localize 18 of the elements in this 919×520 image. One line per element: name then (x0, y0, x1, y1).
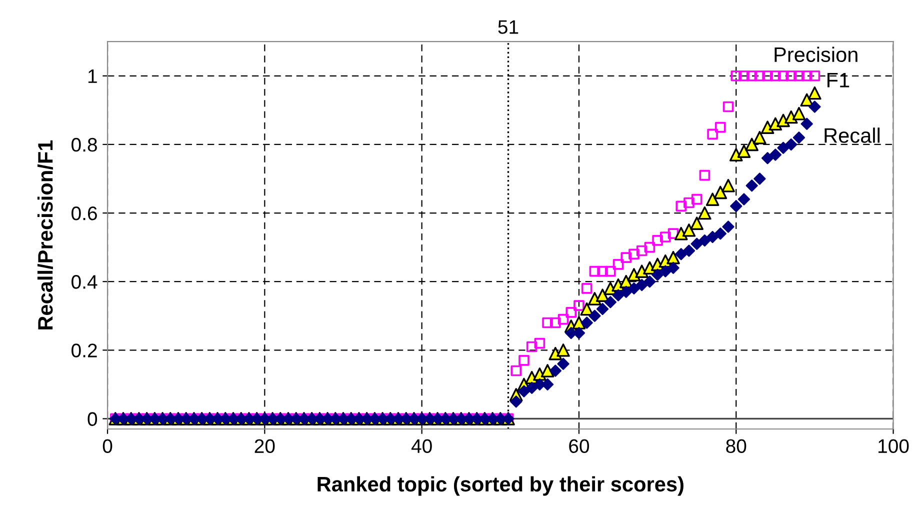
y-tick-label: 0.2 (72, 344, 97, 358)
y-axis-title: Recall/Precision/F1 (37, 140, 53, 330)
y-tick-label: 0 (88, 412, 98, 426)
series-label: F1 (828, 72, 850, 88)
series-label: Precision (774, 46, 858, 62)
x-axis-title: Ranked topic (sorted by their scores) (318, 476, 684, 496)
x-tick-label: 60 (569, 439, 590, 454)
y-tick-label: 0.6 (72, 206, 97, 220)
y-tick-label: 1 (88, 70, 97, 83)
x-tick-label: 100 (878, 439, 909, 454)
x-tick-label: 40 (411, 439, 432, 454)
x-tick-label: 20 (254, 439, 275, 454)
y-tick-label: 0.8 (72, 138, 97, 152)
series-label: Recall (824, 128, 880, 143)
x-tick-label: 80 (726, 439, 746, 454)
y-tick-label: 0.4 (72, 275, 98, 289)
ref-line-label: 51 (498, 20, 518, 34)
x-tick-label: 0 (102, 439, 112, 454)
